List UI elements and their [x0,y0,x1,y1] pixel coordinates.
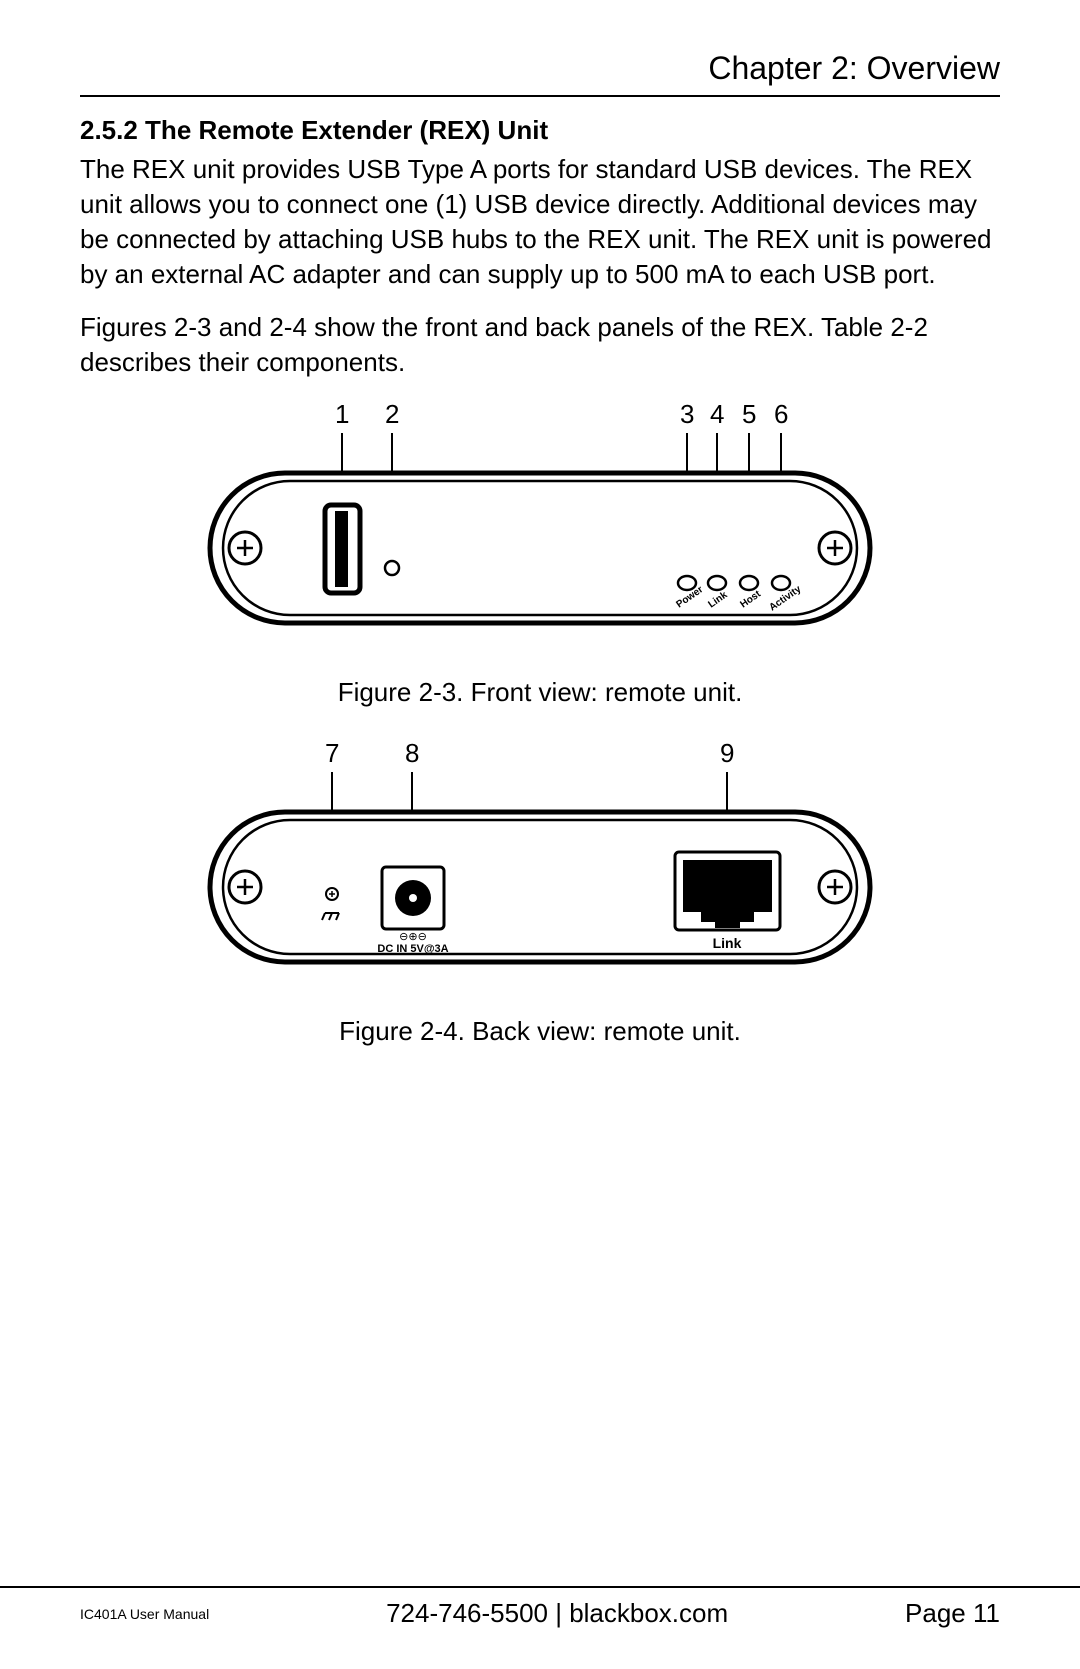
callout-3: 3 [680,399,694,430]
callout-4: 4 [710,399,724,430]
paragraph-2: Figures 2-3 and 2-4 show the front and b… [80,310,1000,380]
footer-manual: IC401A User Manual [80,1606,209,1622]
figure-2-3-caption: Figure 2-3. Front view: remote unit. [80,677,1000,708]
page-footer: IC401A User Manual 724-746-5500 | blackb… [0,1586,1080,1629]
front-panel-diagram: Power Link Host Activity [190,433,890,663]
figure-2-4: 7 8 9 ⊖⊕⊖ DC IN 5V@3A Link [80,738,1000,1047]
callout-8: 8 [405,738,419,769]
svg-text:Link: Link [713,935,742,951]
footer-page: Page 11 [905,1598,1000,1629]
callout-7: 7 [325,738,339,769]
chapter-title: Chapter 2: Overview [80,50,1000,97]
callout-9: 9 [720,738,734,769]
callout-6: 6 [774,399,788,430]
section-title: 2.5.2 The Remote Extender (REX) Unit [80,115,1000,146]
figure-2-3: 1 2 3 4 5 6 Power Link [80,399,1000,708]
paragraph-1: The REX unit provides USB Type A ports f… [80,152,1000,292]
callout-2: 2 [385,399,399,430]
svg-text:DC IN 5V@3A: DC IN 5V@3A [377,943,448,955]
callout-5: 5 [742,399,756,430]
footer-contact: 724-746-5500 | blackbox.com [386,1598,728,1629]
callout-1: 1 [335,399,349,430]
back-panel-diagram: ⊖⊕⊖ DC IN 5V@3A Link [190,772,890,1002]
svg-text:⊖⊕⊖: ⊖⊕⊖ [399,931,427,943]
figure-2-4-caption: Figure 2-4. Back view: remote unit. [80,1016,1000,1047]
